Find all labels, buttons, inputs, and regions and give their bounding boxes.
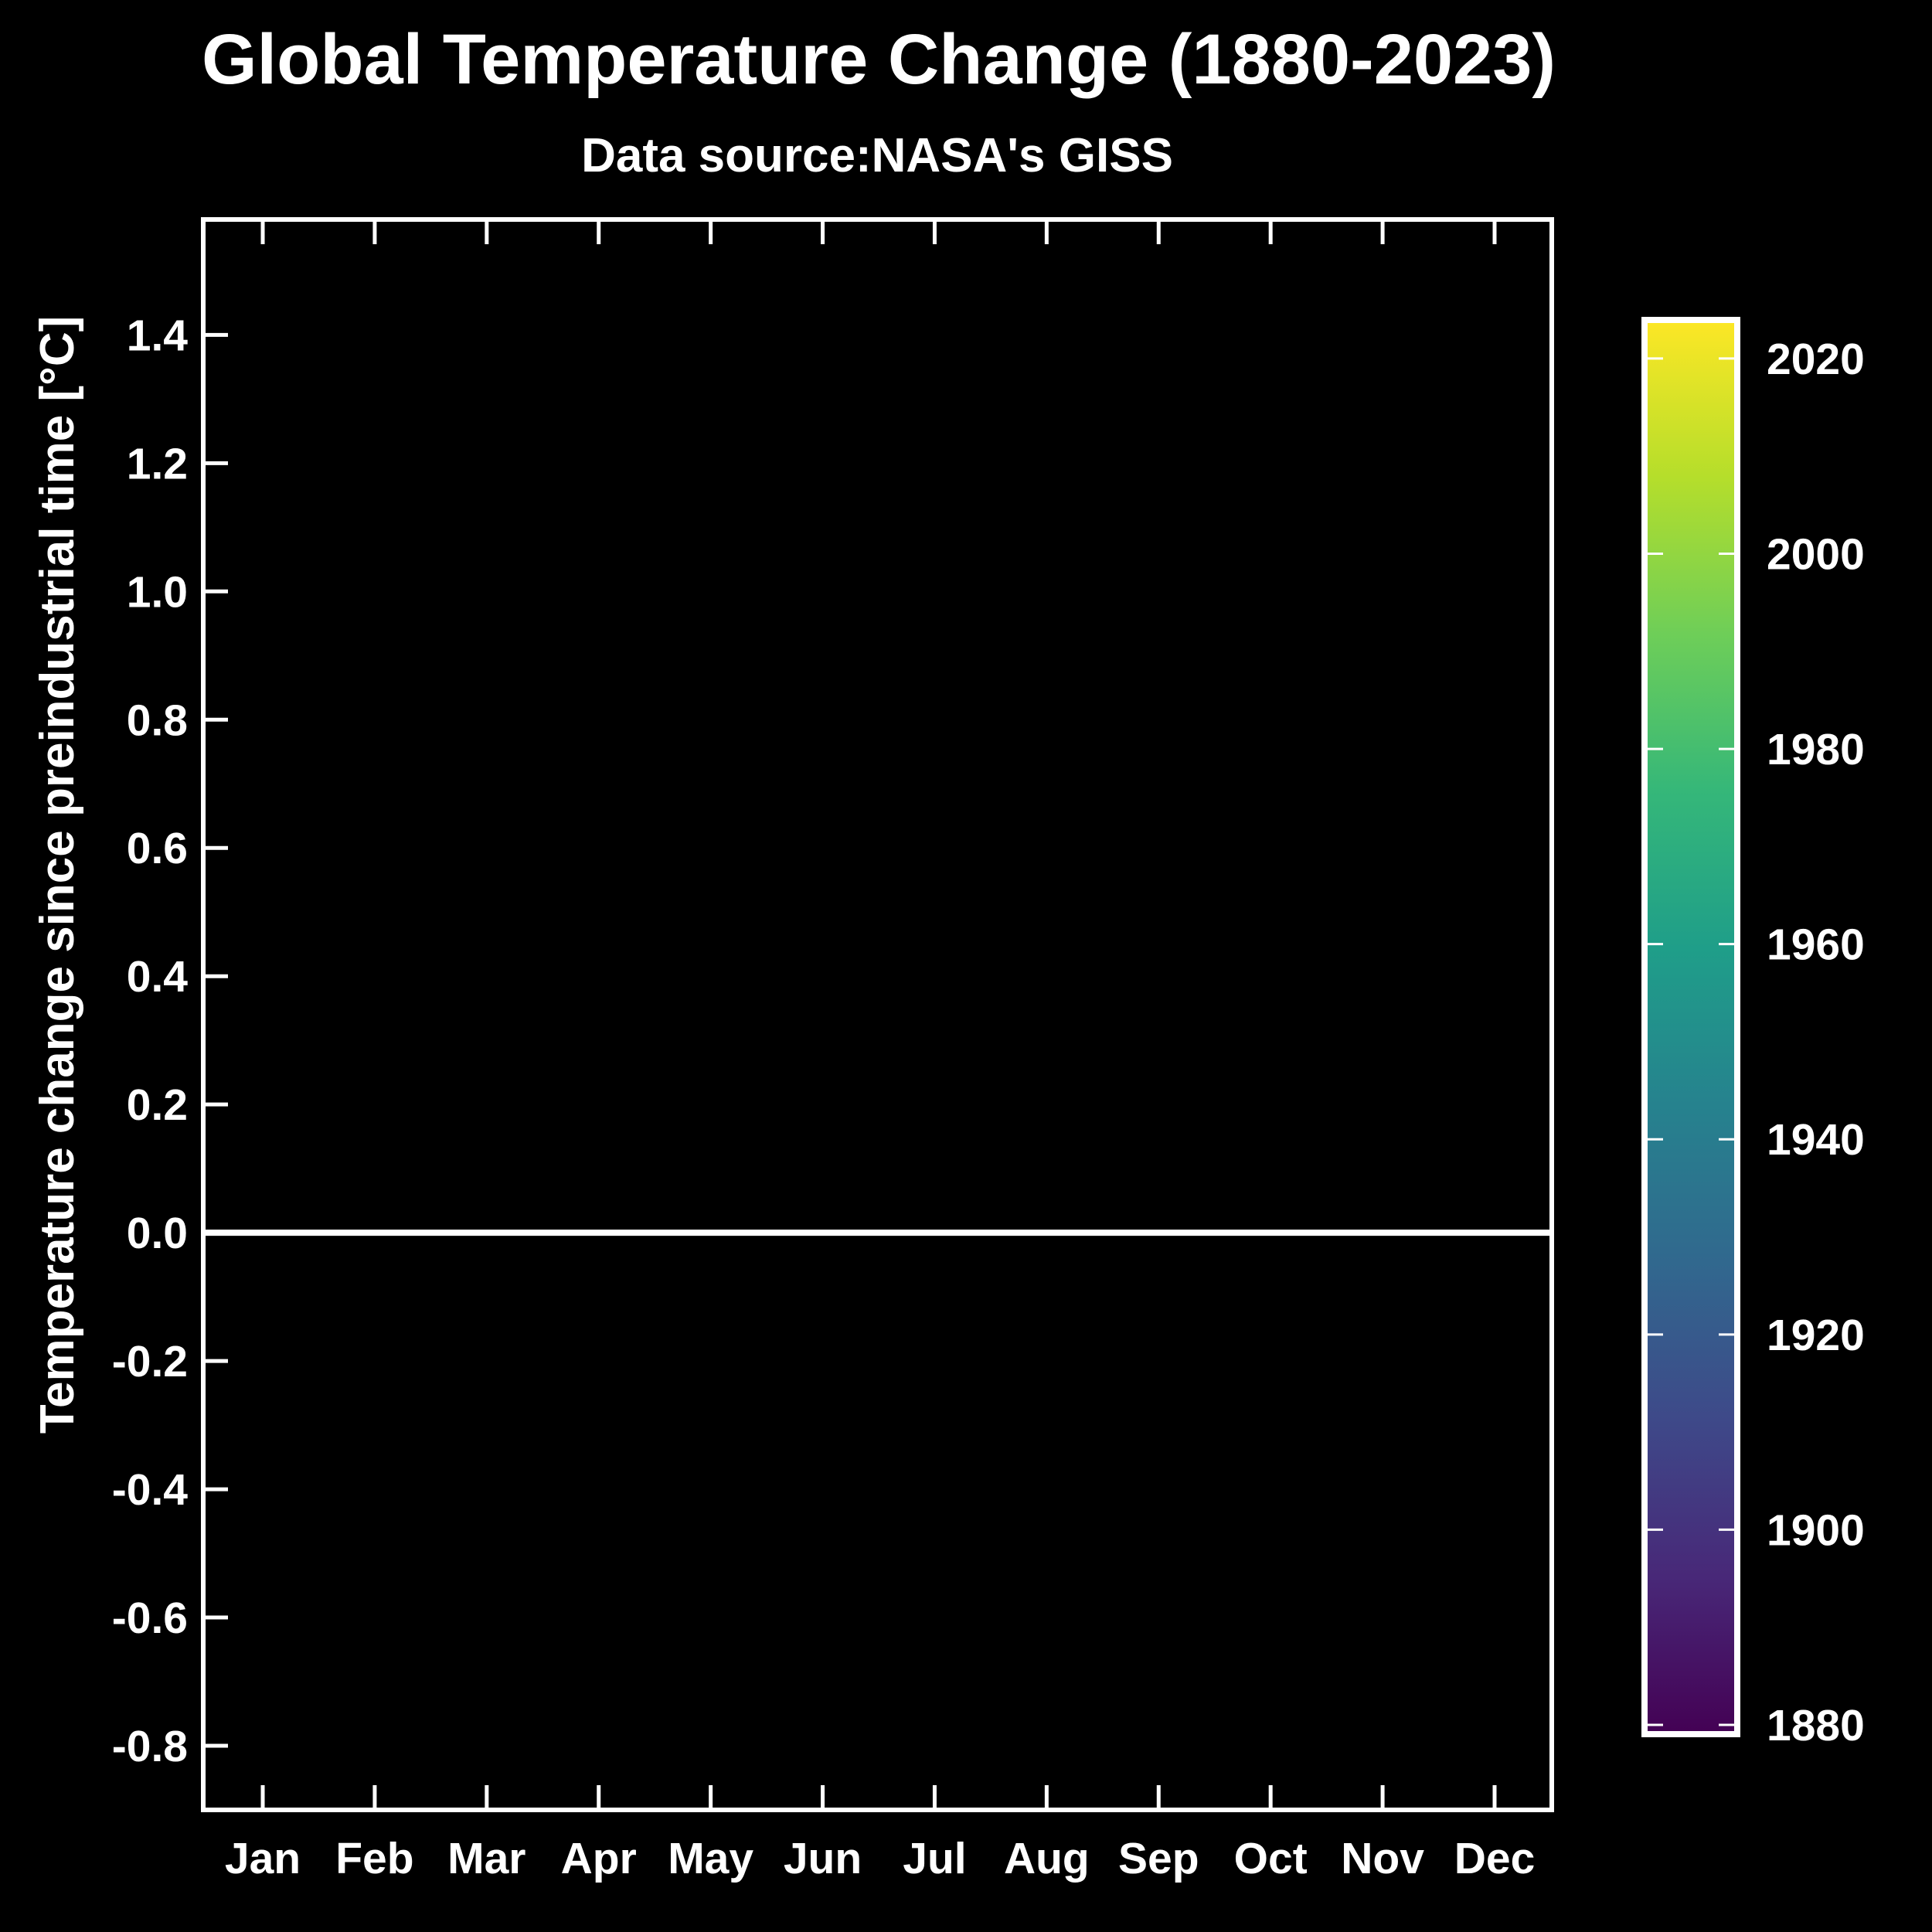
y-tick-label: 0.8 [127,696,188,745]
chart-title: Global Temperature Change (1880-2023) [202,20,1556,99]
colorbar-tick-label: 2020 [1767,335,1865,384]
colorbar-gradient [1641,317,1740,1737]
x-tick-label: Jun [784,1834,862,1883]
y-tick-label: 1.0 [127,567,188,617]
y-tick-label: 0.0 [127,1209,188,1258]
y-axis: 1.4 1.2 1.0 0.8 0.6 0.4 0.2 0.0 -0.2 -0.4 -0.6 -0.8 [112,311,228,1771]
y-axis-title: Temperature change since preindustrial t… [31,316,84,1434]
y-tick-label: -0.8 [112,1722,188,1771]
y-tick-label: 0.6 [127,824,188,873]
y-tick-label: 1.2 [127,439,188,488]
colorbar-tick-label: 1960 [1767,920,1865,970]
colorbar-tick-label: 1980 [1767,725,1865,774]
x-tick-label: Aug [1004,1834,1090,1883]
x-tick-label: May [668,1834,753,1883]
colorbar-tick-label: 1900 [1767,1505,1865,1555]
colorbar-tick-label: 1940 [1767,1115,1865,1165]
x-tick-label: Mar [447,1834,526,1883]
x-tick-label: Oct [1234,1834,1308,1883]
x-tick-label: Apr [561,1834,637,1883]
y-tick-label: 1.4 [127,311,189,360]
y-tick-label: 0.2 [127,1080,188,1130]
colorbar-tick-label: 1880 [1767,1701,1865,1750]
colorbar: 2020 2000 1980 1960 1940 1920 1900 1880 [1641,317,1865,1750]
x-tick-label: Nov [1341,1834,1424,1883]
chart-subtitle: Data source:NASA's GISS [581,129,1173,182]
x-axis: Jan Feb Mar Apr May Jun Jul Aug Sep Oct Nov Dec [225,219,1535,1883]
x-tick-label: Sep [1118,1834,1199,1883]
x-tick-label: Feb [335,1834,413,1883]
y-tick-label: 0.4 [127,952,189,1002]
colorbar-tick-label: 2000 [1767,529,1865,579]
colorbar-ticks: 2020 2000 1980 1960 1940 1920 1900 1880 [1648,335,1865,1750]
x-tick-label: Dec [1454,1834,1536,1883]
y-tick-label: -0.2 [112,1337,188,1386]
y-tick-label: -0.6 [112,1594,188,1643]
plot-frame [201,217,1554,1812]
y-tick-label: -0.4 [112,1465,189,1515]
colorbar-tick-label: 1920 [1767,1311,1865,1360]
x-tick-label: Jan [225,1834,301,1883]
x-tick-label: Jul [903,1834,966,1883]
